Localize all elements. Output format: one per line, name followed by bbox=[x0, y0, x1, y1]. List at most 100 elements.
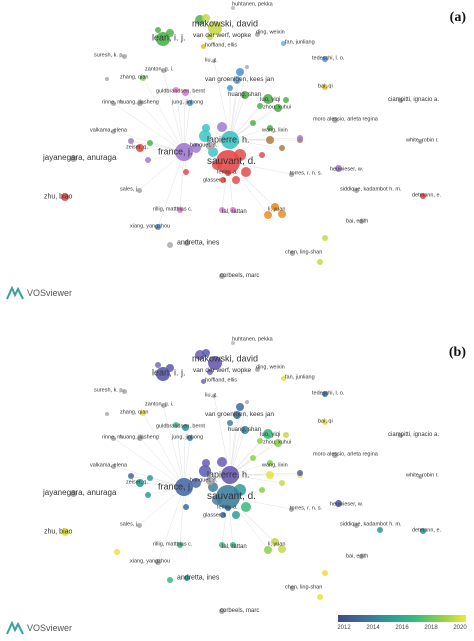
author-node bbox=[177, 542, 183, 548]
author-label: luo, yiqi bbox=[260, 97, 281, 103]
author-node bbox=[264, 546, 272, 554]
author-node bbox=[230, 207, 236, 213]
author-node bbox=[217, 457, 227, 467]
author-label: li, yuan bbox=[268, 206, 286, 213]
author-node bbox=[271, 538, 279, 546]
author-node bbox=[231, 341, 235, 345]
coauthor-link bbox=[213, 395, 231, 476]
network-panel-a: huhtanen, pekka makowski, david van der we… bbox=[0, 0, 474, 306]
coauthor-link bbox=[229, 137, 301, 141]
network-panel-b: huhtanen, pekka makowski, david van der we… bbox=[0, 335, 474, 641]
coauthor-link bbox=[112, 102, 185, 153]
author-node bbox=[191, 478, 201, 488]
author-node bbox=[160, 402, 166, 408]
vosviewer-logo-icon bbox=[6, 286, 24, 300]
author-node bbox=[181, 88, 189, 96]
author-label: moro alessio, arleta regina bbox=[313, 116, 378, 123]
author-node bbox=[199, 465, 211, 477]
author-node bbox=[322, 84, 328, 90]
author-label: jayanegara, anuraga bbox=[43, 153, 117, 162]
coauthor-link bbox=[157, 151, 185, 228]
author-node bbox=[283, 432, 289, 438]
author-node bbox=[278, 210, 286, 218]
author-node bbox=[219, 542, 225, 548]
author-node bbox=[397, 97, 403, 103]
author-node bbox=[202, 459, 210, 467]
author-node bbox=[257, 438, 263, 444]
author-node bbox=[317, 259, 323, 265]
author-node bbox=[105, 77, 109, 81]
brand-name: VOSviewer bbox=[27, 623, 73, 633]
author-label: lapierre, h. bbox=[207, 134, 250, 145]
author-label: heuwieser, w. bbox=[330, 501, 364, 508]
author-label: jung, jinhong bbox=[172, 99, 204, 106]
author-node bbox=[199, 130, 211, 142]
author-node bbox=[200, 378, 206, 384]
author-node bbox=[259, 487, 265, 493]
author-node bbox=[202, 14, 210, 22]
author-label: bai, edith bbox=[346, 553, 369, 560]
author-node bbox=[230, 542, 236, 548]
author-node bbox=[334, 499, 342, 507]
author-node bbox=[166, 29, 174, 37]
author-node bbox=[69, 489, 77, 497]
author-label: xiang, yangzhou bbox=[130, 223, 171, 230]
author-label: bai, qi bbox=[318, 83, 333, 90]
author-node bbox=[358, 553, 364, 559]
author-node bbox=[110, 435, 116, 441]
author-node bbox=[245, 65, 249, 69]
author-label: guldbrandsen, bernt bbox=[156, 423, 205, 430]
author-label: valkama, elena bbox=[90, 127, 127, 134]
author-label: glasser, t. bbox=[203, 512, 227, 519]
author-label: zanton, g. i. bbox=[145, 66, 174, 73]
author-node bbox=[212, 394, 216, 398]
author-node bbox=[417, 473, 423, 479]
author-node bbox=[114, 549, 120, 555]
coauthor-link bbox=[139, 102, 185, 153]
author-node bbox=[397, 432, 403, 438]
author-node bbox=[145, 157, 151, 163]
year-colorbar: 2012 2014 2016 2018 2020 bbox=[337, 615, 467, 635]
author-node bbox=[417, 138, 423, 144]
author-label: lean, i. j. bbox=[152, 367, 186, 378]
author-node bbox=[267, 125, 273, 131]
author-node bbox=[221, 466, 239, 484]
author-node bbox=[271, 203, 279, 211]
author-node bbox=[297, 470, 303, 476]
author-label: zhang, qian bbox=[120, 74, 149, 81]
author-node bbox=[420, 528, 426, 534]
author-node bbox=[173, 422, 179, 428]
author-node bbox=[322, 419, 328, 425]
author-node bbox=[155, 27, 161, 33]
author-node bbox=[140, 75, 146, 81]
author-label: sauvant, d. bbox=[207, 491, 256, 502]
author-node bbox=[420, 193, 426, 199]
author-node bbox=[145, 492, 151, 498]
author-label: heuwieser, w. bbox=[330, 166, 364, 173]
author-label: li, yuan bbox=[268, 541, 286, 548]
author-node bbox=[181, 423, 189, 431]
author-node bbox=[187, 100, 193, 106]
author-label: zhu, biao bbox=[44, 528, 73, 536]
author-node bbox=[332, 117, 338, 123]
author-node bbox=[245, 400, 249, 404]
author-node bbox=[232, 511, 240, 519]
coauthor-link bbox=[157, 486, 185, 563]
author-label: van groenigen, kees jan bbox=[205, 75, 275, 83]
author-label: van groenigen, kees jan bbox=[205, 410, 275, 418]
author-node bbox=[241, 502, 251, 512]
author-label: bai, edith bbox=[346, 218, 369, 225]
author-label: huhtanen, pekka bbox=[232, 336, 273, 343]
author-node bbox=[353, 187, 359, 193]
author-node bbox=[156, 367, 170, 381]
author-node bbox=[160, 67, 166, 73]
author-node bbox=[217, 122, 227, 132]
author-node bbox=[219, 207, 225, 213]
author-node bbox=[156, 32, 170, 46]
author-node bbox=[61, 193, 69, 201]
author-node bbox=[254, 31, 260, 37]
author-label: rinne, m. bbox=[102, 434, 124, 441]
author-label: huhtanen, pekka bbox=[232, 1, 273, 8]
author-label: glasser, t. bbox=[203, 177, 227, 184]
author-node bbox=[266, 471, 274, 479]
